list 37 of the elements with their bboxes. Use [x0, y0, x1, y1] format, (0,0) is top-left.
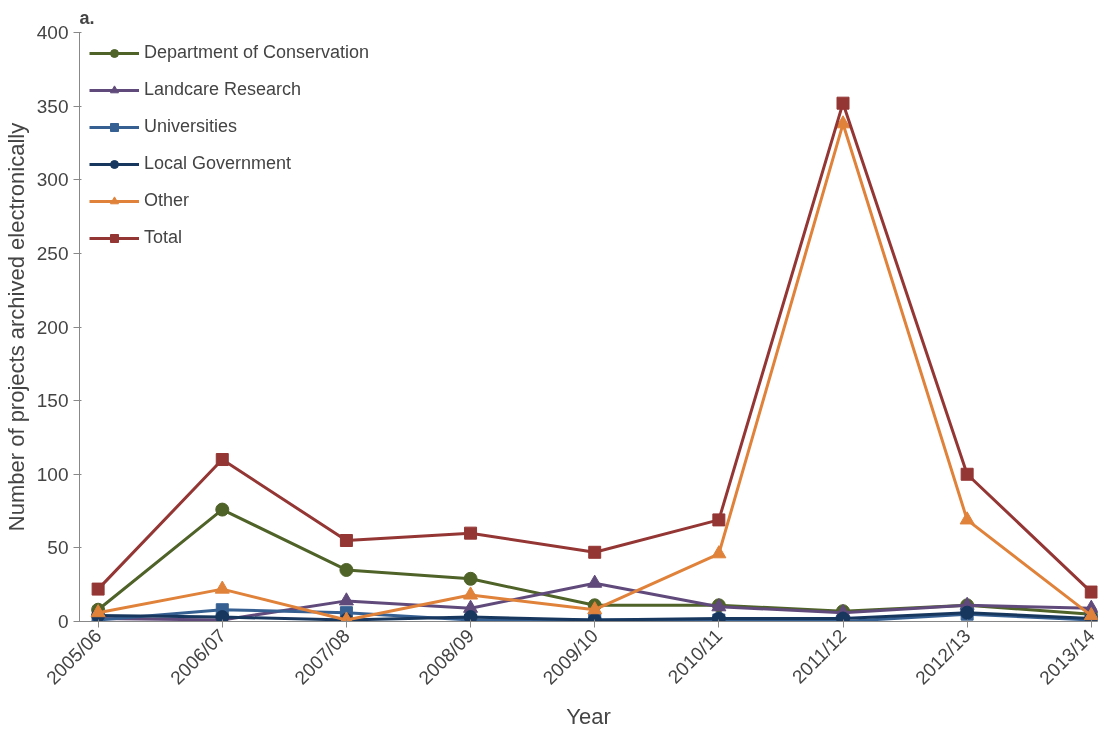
legend-label: Landcare Research	[144, 79, 302, 100]
legend-label: Local Government	[144, 153, 292, 174]
point	[338, 592, 354, 606]
point	[215, 502, 230, 517]
legend-label: Total	[144, 227, 183, 248]
point	[959, 511, 975, 525]
point	[712, 513, 726, 527]
legend-label: Other	[144, 190, 190, 211]
y-tick-label: 300	[36, 169, 69, 191]
point	[464, 526, 478, 540]
point	[91, 582, 105, 596]
y-tick-label: 50	[47, 537, 69, 559]
point	[711, 545, 727, 559]
point	[339, 534, 353, 548]
y-tick-label: 100	[36, 463, 69, 485]
point	[960, 467, 974, 481]
y-tick-label: 350	[36, 95, 69, 117]
chart-title: a.	[79, 7, 95, 28]
point	[215, 453, 229, 467]
point	[463, 586, 479, 600]
y-tick-label: 200	[36, 316, 69, 338]
point	[463, 571, 478, 586]
point	[214, 580, 230, 594]
y-tick-label: 0	[57, 611, 69, 632]
point	[587, 574, 603, 588]
point	[836, 96, 850, 110]
point	[588, 545, 602, 559]
point	[339, 562, 354, 577]
point	[835, 115, 851, 129]
y-axis-title: Number of projects archived electronically	[3, 122, 29, 532]
y-tick-label: 400	[36, 22, 69, 43]
y-tick-label: 250	[36, 242, 69, 264]
x-axis-title: Year	[566, 703, 611, 729]
point	[1084, 585, 1098, 599]
y-tick-label: 150	[36, 390, 69, 412]
legend-label: Universities	[144, 116, 238, 137]
legend-label: Department of Conservation	[144, 42, 370, 63]
